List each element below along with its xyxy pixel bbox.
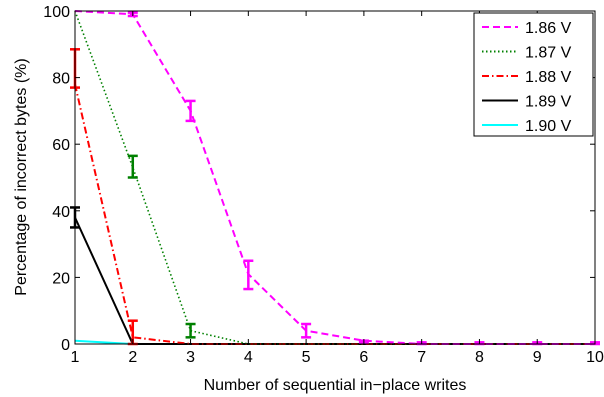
y-tick-label: 80: [52, 71, 70, 88]
x-tick-label: 9: [533, 349, 542, 366]
y-tick-label: 0: [61, 337, 70, 354]
y-axis-title: Percentage of incorrect bytes (%): [13, 58, 30, 295]
legend-label: 1.89 V: [525, 94, 572, 111]
legend-box: [473, 12, 594, 137]
y-tick-label: 20: [52, 270, 70, 287]
plot-frame: [74, 10, 596, 345]
x-tick-label: 2: [128, 349, 137, 366]
x-tick-label: 3: [186, 349, 195, 366]
legend-label: 1.88 V: [525, 69, 572, 86]
x-tick-label: 8: [475, 349, 484, 366]
x-tick-label: 5: [302, 349, 311, 366]
legend-label: 1.90 V: [525, 118, 572, 135]
x-tick-label: 10: [586, 349, 604, 366]
x-tick-label: 1: [71, 349, 80, 366]
legend: 1.86 V 1.87 V 1.88 V 1.89 V 1.90 V: [473, 12, 594, 137]
y-tick-label: 100: [43, 4, 70, 21]
x-tick-label: 7: [417, 349, 426, 366]
legend-label: 1.87 V: [525, 45, 572, 62]
error-bar: [185, 99, 196, 123]
legend-label: 1.86 V: [525, 20, 572, 37]
y-tick-label: 60: [52, 137, 70, 154]
error-bar: [127, 154, 138, 179]
series-line-1: [74, 10, 595, 345]
x-tick-label: 4: [244, 349, 253, 366]
error-bar: [243, 259, 254, 291]
x-axis-title: Number of sequential in−place writes: [204, 377, 467, 394]
x-tick-label: 6: [359, 349, 368, 366]
error-bar: [185, 322, 196, 339]
series-line-3: [74, 217, 595, 345]
y-tick-label: 40: [52, 204, 70, 221]
error-bar: [301, 322, 312, 339]
